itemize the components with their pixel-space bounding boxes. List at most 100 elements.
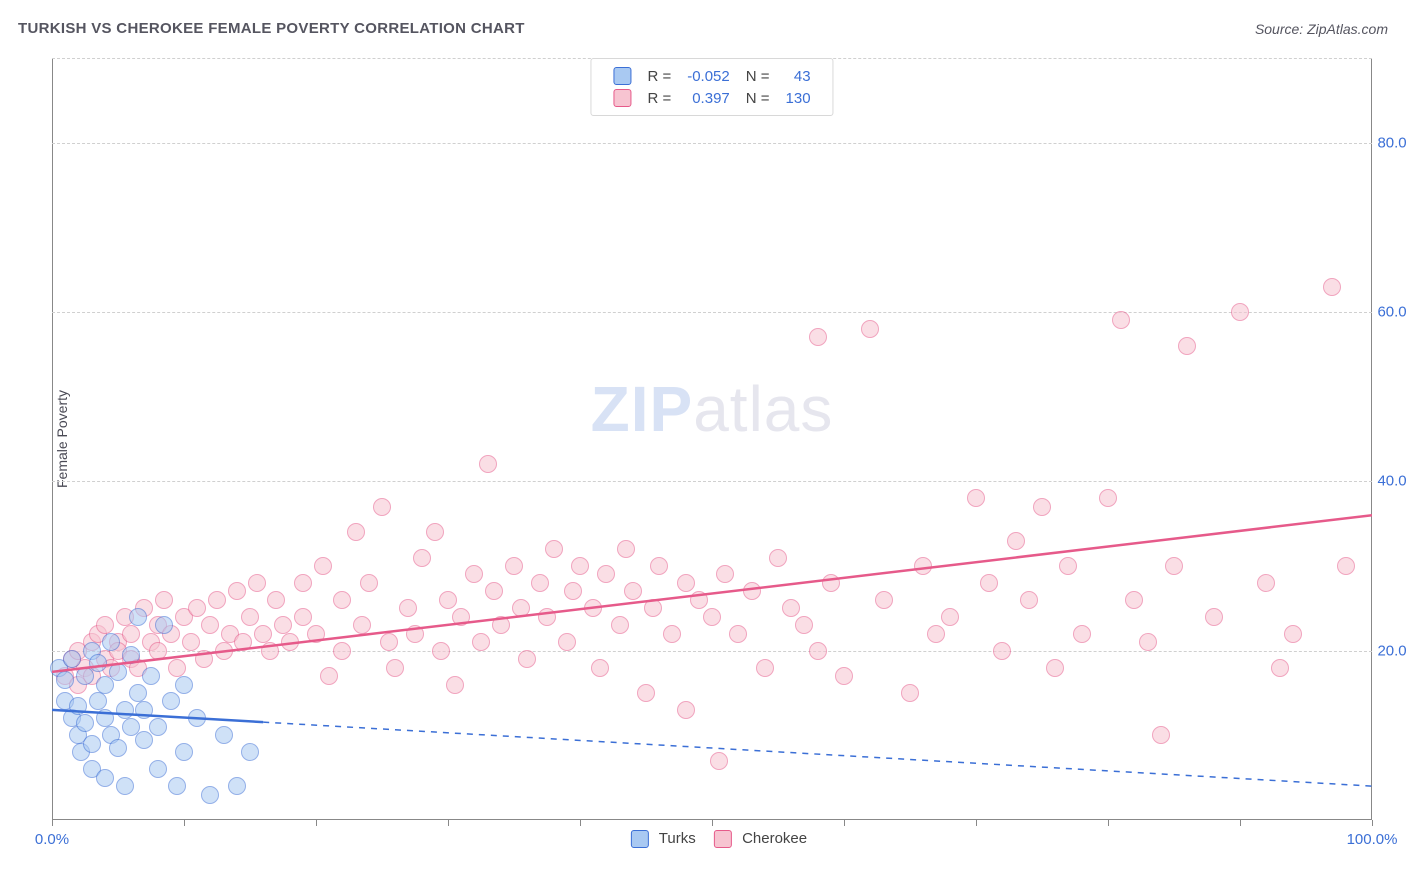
data-point-cherokee bbox=[637, 684, 655, 702]
data-point-cherokee bbox=[452, 608, 470, 626]
data-point-cherokee bbox=[822, 574, 840, 592]
data-point-cherokee bbox=[1165, 557, 1183, 575]
x-tick-mark bbox=[316, 820, 317, 826]
data-point-cherokee bbox=[558, 633, 576, 651]
n-value-cherokee: 130 bbox=[778, 87, 819, 109]
x-tick-label: 100.0% bbox=[1347, 831, 1398, 848]
data-point-cherokee bbox=[228, 582, 246, 600]
data-point-cherokee bbox=[611, 616, 629, 634]
data-point-turks bbox=[175, 676, 193, 694]
data-point-cherokee bbox=[353, 616, 371, 634]
data-point-turks bbox=[155, 616, 173, 634]
data-point-cherokee bbox=[380, 633, 398, 651]
data-point-cherokee bbox=[729, 625, 747, 643]
data-point-cherokee bbox=[479, 455, 497, 473]
swatch-cherokee-icon bbox=[613, 89, 631, 107]
legend-row-cherokee: R = 0.397 N = 130 bbox=[605, 87, 818, 109]
x-tick-mark bbox=[1108, 820, 1109, 826]
data-point-cherokee bbox=[1073, 625, 1091, 643]
y-axis-line-right bbox=[1371, 58, 1372, 820]
y-tick-label: 80.0% bbox=[1377, 134, 1406, 151]
data-point-cherokee bbox=[1139, 633, 1157, 651]
gridline bbox=[52, 651, 1372, 652]
data-point-cherokee bbox=[1020, 591, 1038, 609]
data-point-cherokee bbox=[518, 650, 536, 668]
data-point-cherokee bbox=[1033, 498, 1051, 516]
chart-source: Source: ZipAtlas.com bbox=[1255, 21, 1388, 37]
y-axis-label: Female Poverty bbox=[54, 390, 70, 488]
data-point-cherokee bbox=[294, 574, 312, 592]
data-point-cherokee bbox=[584, 599, 602, 617]
data-point-cherokee bbox=[261, 642, 279, 660]
data-point-cherokee bbox=[690, 591, 708, 609]
data-point-cherokee bbox=[677, 701, 695, 719]
data-point-turks bbox=[122, 646, 140, 664]
correlation-legend: R = -0.052 N = 43 R = 0.397 N = 130 bbox=[590, 58, 833, 116]
data-point-turks bbox=[129, 608, 147, 626]
data-point-turks bbox=[188, 709, 206, 727]
x-tick-mark bbox=[712, 820, 713, 826]
data-point-cherokee bbox=[650, 557, 668, 575]
data-point-cherokee bbox=[677, 574, 695, 592]
data-point-cherokee bbox=[505, 557, 523, 575]
y-tick-label: 60.0% bbox=[1377, 304, 1406, 321]
gridline bbox=[52, 312, 1372, 313]
data-point-cherokee bbox=[1337, 557, 1355, 575]
data-point-turks bbox=[89, 654, 107, 672]
data-point-turks bbox=[168, 777, 186, 795]
data-point-cherokee bbox=[782, 599, 800, 617]
y-tick-label: 40.0% bbox=[1377, 473, 1406, 490]
data-point-cherokee bbox=[538, 608, 556, 626]
data-point-cherokee bbox=[927, 625, 945, 643]
chart-header: TURKISH VS CHEROKEE FEMALE POVERTY CORRE… bbox=[18, 20, 1388, 37]
data-point-cherokee bbox=[413, 549, 431, 567]
data-point-cherokee bbox=[248, 574, 266, 592]
data-point-cherokee bbox=[1257, 574, 1275, 592]
data-point-cherokee bbox=[1152, 726, 1170, 744]
chart-title: TURKISH VS CHEROKEE FEMALE POVERTY CORRE… bbox=[18, 20, 525, 37]
data-point-cherokee bbox=[597, 565, 615, 583]
swatch-turks-icon bbox=[631, 830, 649, 848]
data-point-cherokee bbox=[1271, 659, 1289, 677]
data-point-cherokee bbox=[624, 582, 642, 600]
data-point-cherokee bbox=[1284, 625, 1302, 643]
data-point-cherokee bbox=[446, 676, 464, 694]
data-point-turks bbox=[201, 786, 219, 804]
data-point-cherokee bbox=[1007, 532, 1025, 550]
data-point-cherokee bbox=[1059, 557, 1077, 575]
data-point-cherokee bbox=[472, 633, 490, 651]
data-point-cherokee bbox=[399, 599, 417, 617]
swatch-cherokee-icon bbox=[714, 830, 732, 848]
data-point-cherokee bbox=[531, 574, 549, 592]
x-tick-mark bbox=[976, 820, 977, 826]
data-point-cherokee bbox=[1323, 278, 1341, 296]
data-point-cherokee bbox=[347, 523, 365, 541]
data-point-cherokee bbox=[406, 625, 424, 643]
data-point-cherokee bbox=[333, 642, 351, 660]
gridline bbox=[52, 143, 1372, 144]
data-point-cherokee bbox=[993, 642, 1011, 660]
swatch-turks-icon bbox=[613, 67, 631, 85]
data-point-cherokee bbox=[564, 582, 582, 600]
data-point-cherokee bbox=[314, 557, 332, 575]
data-point-cherokee bbox=[188, 599, 206, 617]
plot-area: Female Poverty ZIPatlas R = -0.052 N = 4… bbox=[52, 58, 1372, 820]
data-point-turks bbox=[109, 739, 127, 757]
data-point-turks bbox=[69, 697, 87, 715]
data-point-cherokee bbox=[769, 549, 787, 567]
r-value-turks: -0.052 bbox=[679, 65, 738, 87]
data-point-cherokee bbox=[360, 574, 378, 592]
data-point-cherokee bbox=[267, 591, 285, 609]
data-point-cherokee bbox=[644, 599, 662, 617]
legend-label-cherokee: Cherokee bbox=[742, 830, 807, 847]
data-point-cherokee bbox=[386, 659, 404, 677]
data-point-turks bbox=[142, 667, 160, 685]
n-value-turks: 43 bbox=[778, 65, 819, 87]
data-point-cherokee bbox=[795, 616, 813, 634]
data-point-cherokee bbox=[320, 667, 338, 685]
data-point-cherokee bbox=[1125, 591, 1143, 609]
data-point-cherokee bbox=[914, 557, 932, 575]
data-point-cherokee bbox=[756, 659, 774, 677]
data-point-cherokee bbox=[208, 591, 226, 609]
data-point-turks bbox=[56, 671, 74, 689]
